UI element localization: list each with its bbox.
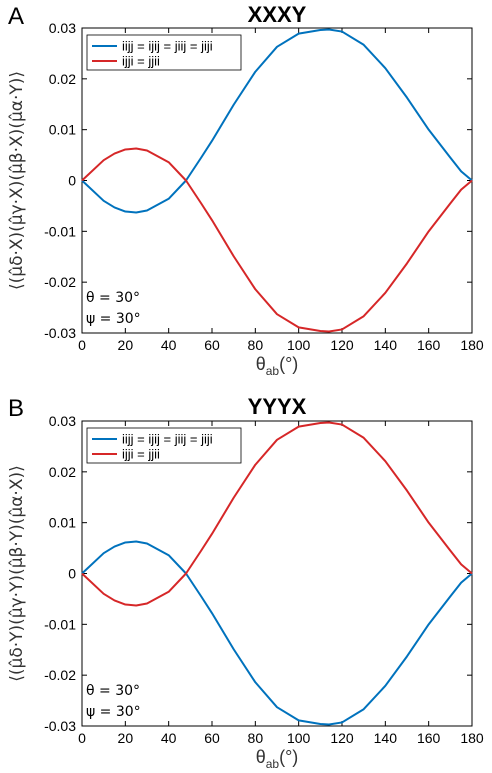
chart-panel-A: A XXXY 0 20 40 60 80 100 120 140 160 180 0.03 0.02 0.0…	[7, 2, 484, 378]
y-tick-label: -0.03	[44, 325, 76, 341]
plot-frame	[81, 420, 473, 727]
x-tick-label: 120	[330, 730, 354, 746]
x-tick-label: 40	[161, 730, 177, 746]
x-tick-label: 140	[374, 730, 398, 746]
x-tick-label: 0	[78, 730, 86, 746]
series-line-1	[81, 28, 473, 214]
x-tick-label: 120	[330, 337, 354, 353]
x-tick-label: 100	[287, 730, 311, 746]
legend-label-2: ijji = jjii	[122, 447, 160, 462]
x-tick-label: 0	[78, 337, 86, 353]
y-tick-label: 0.02	[49, 464, 76, 480]
x-axis-label: θab(°)	[256, 354, 299, 378]
annotation-1: θ = 30°	[86, 290, 140, 306]
y-tick-label: 0	[68, 173, 76, 189]
x-tick-label: 140	[374, 337, 398, 353]
chart-title: YYYX	[248, 394, 307, 419]
y-axis-label: ⟨(μ̂δ·X)(μ̂γ·X)(μ̂β·X)(μ̂α·Y)⟩	[7, 71, 27, 290]
y-tick-label: -0.02	[44, 667, 76, 683]
x-tick-label: 160	[417, 337, 441, 353]
annotation-1: θ = 30°	[86, 683, 140, 699]
y-tick-label: 0.01	[49, 515, 76, 531]
legend-label-1: iijj = ijij = jiij = jiji	[122, 432, 213, 447]
legend-box	[86, 34, 242, 71]
y-tick-label: -0.01	[44, 616, 76, 632]
y-tick-label: -0.01	[44, 223, 76, 239]
x-tick-label: 60	[204, 337, 220, 353]
y-tick-label: -0.03	[44, 718, 76, 734]
annotation-2: ψ = 30°	[86, 311, 141, 327]
x-tick-label: 80	[248, 337, 264, 353]
panel-letter: A	[8, 3, 24, 30]
plot-frame	[81, 27, 473, 334]
x-tick-label: 40	[161, 337, 177, 353]
x-tick-label: 20	[118, 730, 134, 746]
annotation-2: ψ = 30°	[86, 704, 141, 720]
x-tick-label: 20	[118, 337, 134, 353]
series-line-1	[81, 540, 473, 726]
y-tick-label: -0.02	[44, 274, 76, 290]
x-tick-label: 180	[460, 730, 484, 746]
x-tick-label: 80	[248, 730, 264, 746]
chart-title: XXXY	[248, 2, 307, 27]
y-tick-label: 0	[68, 566, 76, 582]
y-tick-label: 0.01	[49, 122, 76, 138]
y-tick-label: 0.02	[49, 71, 76, 87]
y-tick-label: 0.03	[49, 413, 76, 429]
legend-label-1: iijj = ijij = jiij = jiji	[122, 39, 213, 54]
y-axis-label: ⟨(μ̂δ·Y)(μ̂γ·Y)(μ̂β·Y)(μ̂α·X)⟩	[7, 465, 27, 682]
chart-panel-B: B YYYX 0 20 40 60 80 100 120 140 160 180 0.03 0.02 0.0…	[7, 394, 484, 771]
x-tick-label: 60	[204, 730, 220, 746]
panel-letter: B	[8, 395, 24, 422]
series-line-2	[81, 421, 473, 607]
y-tick-label: 0.03	[49, 20, 76, 36]
legend-box	[86, 427, 242, 464]
series-line-2	[81, 147, 473, 333]
x-tick-label: 100	[287, 337, 311, 353]
x-axis-label: θab(°)	[256, 747, 299, 771]
legend-label-2: ijji = jjii	[122, 54, 160, 69]
x-tick-label: 180	[460, 337, 484, 353]
x-tick-label: 160	[417, 730, 441, 746]
